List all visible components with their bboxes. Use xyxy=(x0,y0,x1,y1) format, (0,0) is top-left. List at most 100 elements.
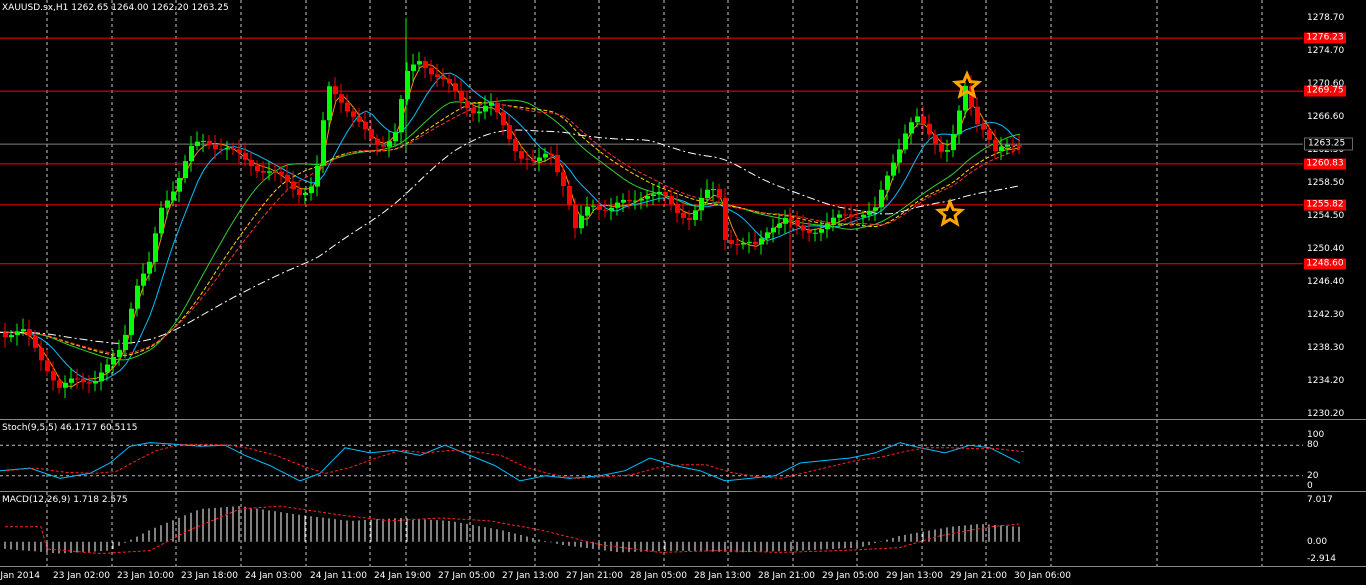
time-tick-label: 24 Jan 11:00 xyxy=(310,571,367,581)
stochastic-title: Stoch(9,5,5) 46.1717 60.5115 xyxy=(2,423,138,433)
candle-body xyxy=(909,122,914,134)
ma-mid-line xyxy=(0,72,1021,383)
price-tick-label: 1266.60 xyxy=(1307,111,1345,122)
candle-body xyxy=(339,94,344,103)
candle-body xyxy=(801,225,806,231)
candle-body xyxy=(741,242,746,245)
candle-body xyxy=(315,165,320,187)
price-tick-label: 1278.70 xyxy=(1307,13,1345,23)
price-axis[interactable]: 1278.701274.701270.601266.601262.501258.… xyxy=(1303,0,1366,419)
candle-body xyxy=(237,149,242,153)
candle-body xyxy=(93,381,98,384)
stochastic-tick-label: 80 xyxy=(1307,440,1319,451)
candle-body xyxy=(723,197,728,240)
candle-body xyxy=(261,170,266,173)
level-price-label: 1276.23 xyxy=(1304,32,1346,44)
macd-tick-label: 0.00 xyxy=(1307,536,1328,547)
level-price-label: 1260.83 xyxy=(1304,158,1346,170)
candle-body xyxy=(27,329,32,336)
candle-body xyxy=(51,371,56,381)
candle-body xyxy=(189,145,194,162)
candle-body xyxy=(45,360,50,372)
price-tick-label: 1238.30 xyxy=(1307,342,1345,353)
candle-body xyxy=(675,203,680,213)
candle-body xyxy=(381,144,386,147)
candle-body xyxy=(105,364,110,373)
candle-body xyxy=(987,129,992,140)
candle-body xyxy=(447,79,452,84)
time-tick-label: 27 Jan 21:00 xyxy=(566,571,623,581)
candle-body xyxy=(945,150,950,152)
candle-body xyxy=(393,132,398,142)
price-tick-label: 1230.20 xyxy=(1307,409,1345,419)
candle-body xyxy=(309,186,314,193)
candle-body xyxy=(567,185,572,206)
candle-body xyxy=(531,159,536,161)
price-chart-canvas[interactable] xyxy=(0,0,1303,419)
candle-body xyxy=(255,165,260,171)
candle-body xyxy=(147,261,152,274)
candle-body xyxy=(735,243,740,245)
candle-body xyxy=(819,229,824,233)
ma-fast-line xyxy=(0,63,1021,388)
candle-body xyxy=(789,217,794,220)
candle-body xyxy=(141,273,146,286)
candle-body xyxy=(795,219,800,226)
candle-body xyxy=(453,83,458,91)
macd-canvas xyxy=(4,492,1263,566)
candle-body xyxy=(297,189,302,196)
candle-body xyxy=(765,232,770,239)
candle-body xyxy=(969,85,974,107)
stochastic-pane[interactable]: Stoch(9,5,5) 46.1717 60.5115 xyxy=(0,420,1303,491)
candle-body xyxy=(249,159,254,166)
macd-signal-line xyxy=(5,505,1020,555)
candle-body xyxy=(207,140,212,145)
candle-body xyxy=(831,217,836,224)
stochastic-tick-label: 0 xyxy=(1307,481,1313,491)
pane-separator xyxy=(0,566,1366,567)
price-tick-label: 1246.40 xyxy=(1307,276,1345,287)
candle-body xyxy=(849,214,854,217)
time-tick-label: 29 Jan 05:00 xyxy=(822,571,879,581)
candle-body xyxy=(993,139,998,151)
candle-body xyxy=(933,134,938,145)
candle-body xyxy=(915,116,920,123)
ma-dashed-red-line xyxy=(0,102,1021,355)
candle-body xyxy=(651,194,656,197)
candle-body xyxy=(69,378,74,383)
candle-body xyxy=(861,214,866,218)
candle-body xyxy=(663,191,668,196)
candle-body xyxy=(579,215,584,229)
candle-body xyxy=(705,189,710,199)
candle-body xyxy=(177,177,182,192)
candle-body xyxy=(549,153,554,155)
chart-title: XAUUSD.sx,H1 1262.65 1264.00 1262.20 126… xyxy=(2,3,229,13)
time-tick-label: 23 Jan 10:00 xyxy=(117,571,174,581)
candle-body xyxy=(759,238,764,245)
candle-body xyxy=(33,335,38,348)
time-tick-label: 29 Jan 21:00 xyxy=(950,571,1007,581)
time-tick-label: 27 Jan 13:00 xyxy=(502,571,559,581)
stochastic-main-line xyxy=(0,442,1021,482)
candle-body xyxy=(951,134,956,151)
time-tick-label: 23 Jan 02:00 xyxy=(53,571,110,581)
candle-body xyxy=(885,175,890,190)
price-tick-label: 1250.40 xyxy=(1307,244,1345,255)
candle-body xyxy=(57,380,62,388)
candle-body xyxy=(321,120,326,166)
time-axis: 29 Jan 2014 23 Jan 02:00 23 Jan 10:00 23 Ja… xyxy=(0,567,1366,585)
macd-pane[interactable]: MACD(12,26,9) 1.718 2.575 xyxy=(0,492,1303,566)
price-tick-label: 1234.20 xyxy=(1307,376,1345,387)
candle-body xyxy=(327,86,332,121)
candle-body xyxy=(483,105,488,112)
candle-body xyxy=(777,223,782,228)
price-chart-pane[interactable]: XAUUSD.sx,H1 1262.65 1264.00 1262.20 126… xyxy=(0,0,1303,419)
price-tick-label: 1258.50 xyxy=(1307,177,1345,188)
candle-body xyxy=(441,77,446,80)
candle-body xyxy=(333,86,338,95)
pane-separator[interactable] xyxy=(0,419,1366,420)
price-tick-label: 1242.30 xyxy=(1307,310,1345,321)
candle-body xyxy=(603,209,608,211)
candle-body xyxy=(939,144,944,152)
pane-separator[interactable] xyxy=(0,491,1366,492)
